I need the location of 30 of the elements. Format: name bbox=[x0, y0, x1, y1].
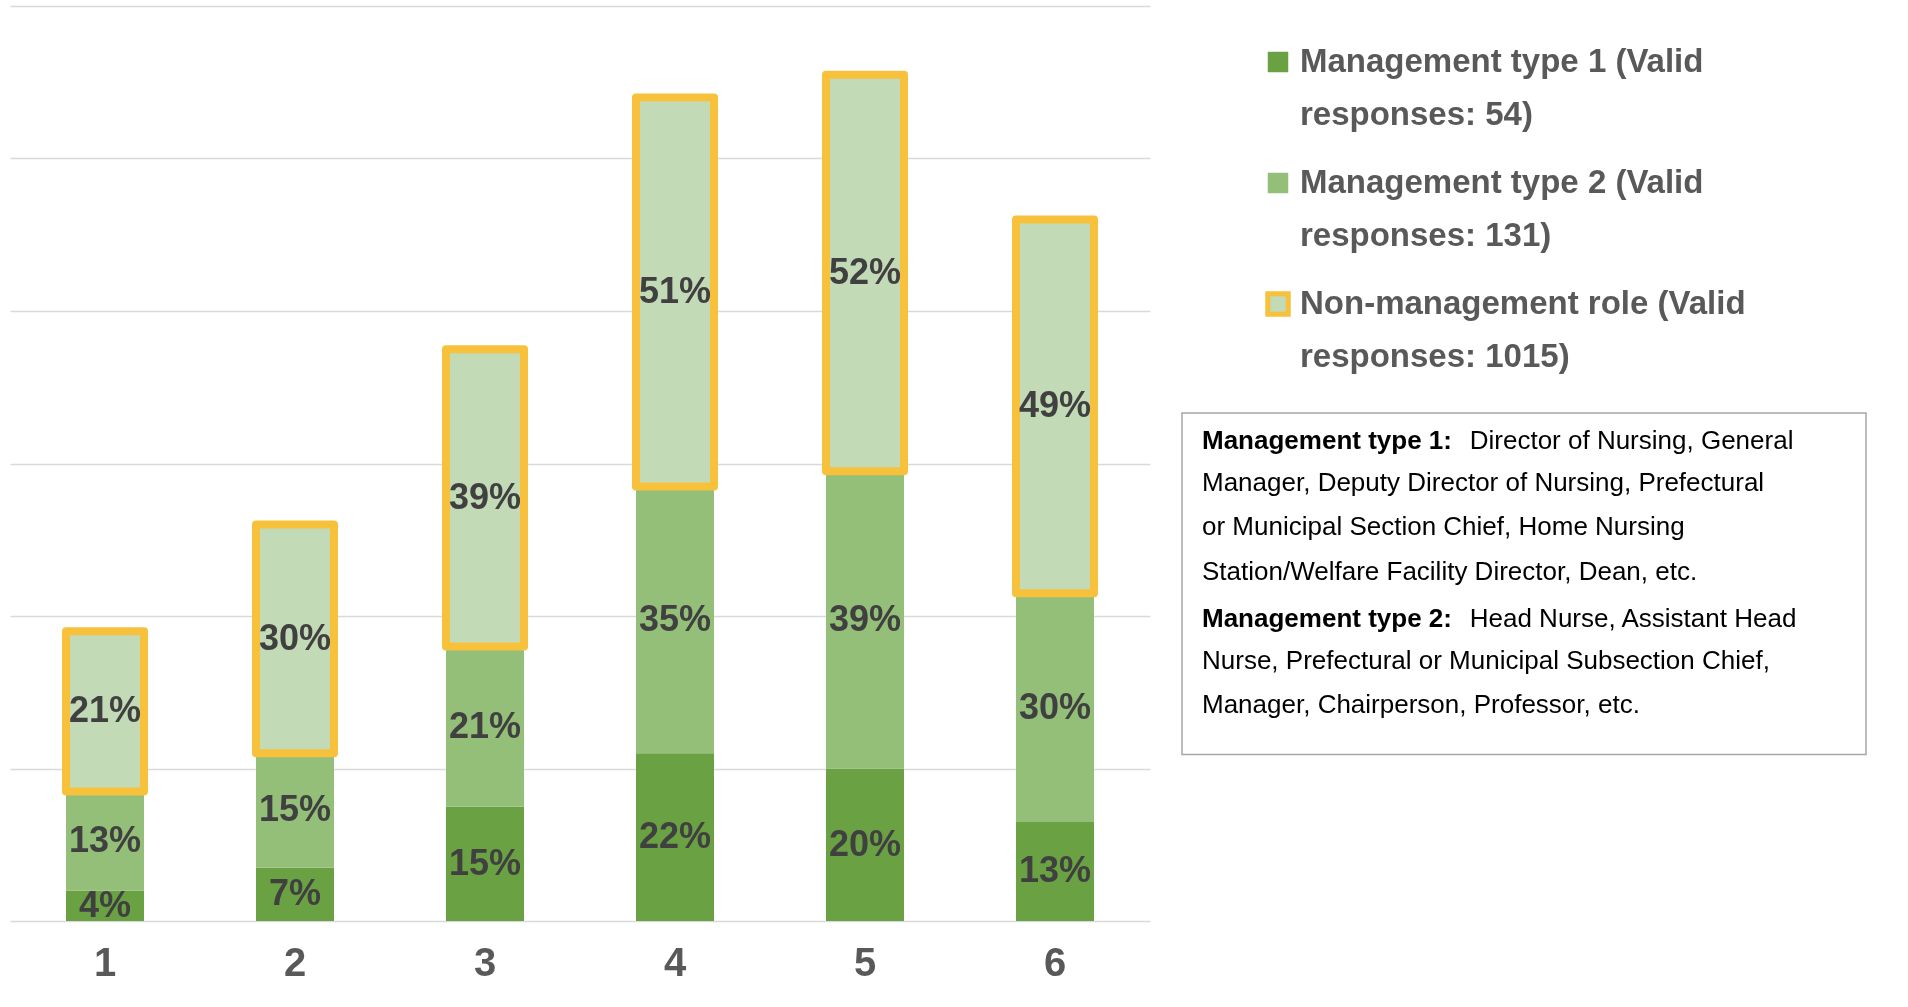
data-label: 30% bbox=[1018, 685, 1092, 727]
bar bbox=[826, 768, 904, 921]
data-label: 35% bbox=[638, 597, 712, 639]
data-label: 30% bbox=[258, 616, 332, 658]
data-label: 15% bbox=[448, 841, 522, 883]
x-tick-label: 3 bbox=[473, 939, 497, 984]
data-label: 21% bbox=[68, 689, 142, 731]
x-tick-label: 4 bbox=[663, 939, 687, 984]
text: Management type 2: Head Nurse, Assistant Head Nurse, Prefectural or Municipal Subsection Chief, Manager, Chairperson, Professor, etc. bbox=[1202, 603, 1797, 720]
data-label: 39% bbox=[828, 597, 902, 639]
data-label: 21% bbox=[448, 704, 522, 746]
legend-label: Non-management role (Valid responses: 1015) bbox=[1300, 284, 1746, 374]
data-label: 13% bbox=[68, 818, 142, 860]
x-tick-label: 5 bbox=[853, 939, 877, 984]
legend-label: Management type 1 (Valid responses: 54) bbox=[1300, 42, 1704, 132]
x-tick-label: 1 bbox=[93, 939, 117, 984]
bar bbox=[636, 753, 714, 921]
data-label: 39% bbox=[448, 475, 522, 517]
data-label: 7% bbox=[268, 872, 322, 914]
data-label: 15% bbox=[258, 788, 332, 830]
legend-label: Management type 2 (Valid responses: 131) bbox=[1300, 163, 1704, 253]
text: Management type 1: Director of Nursing, General Manager, Deputy Director of Nursing, Prefectural or Municipal Section Chief, Home Nursing Station/Welfare Facility Director, Dean, etc. bbox=[1202, 425, 1794, 586]
x-tick-label: 6 bbox=[1043, 939, 1067, 984]
data-label: 20% bbox=[828, 822, 902, 864]
data-label: 13% bbox=[1018, 849, 1092, 891]
x-tick-label: 2 bbox=[283, 939, 307, 984]
data-label: 4% bbox=[78, 883, 132, 925]
data-label: 51% bbox=[638, 269, 712, 311]
data-label: 52% bbox=[828, 250, 902, 292]
data-label: 22% bbox=[638, 815, 712, 857]
